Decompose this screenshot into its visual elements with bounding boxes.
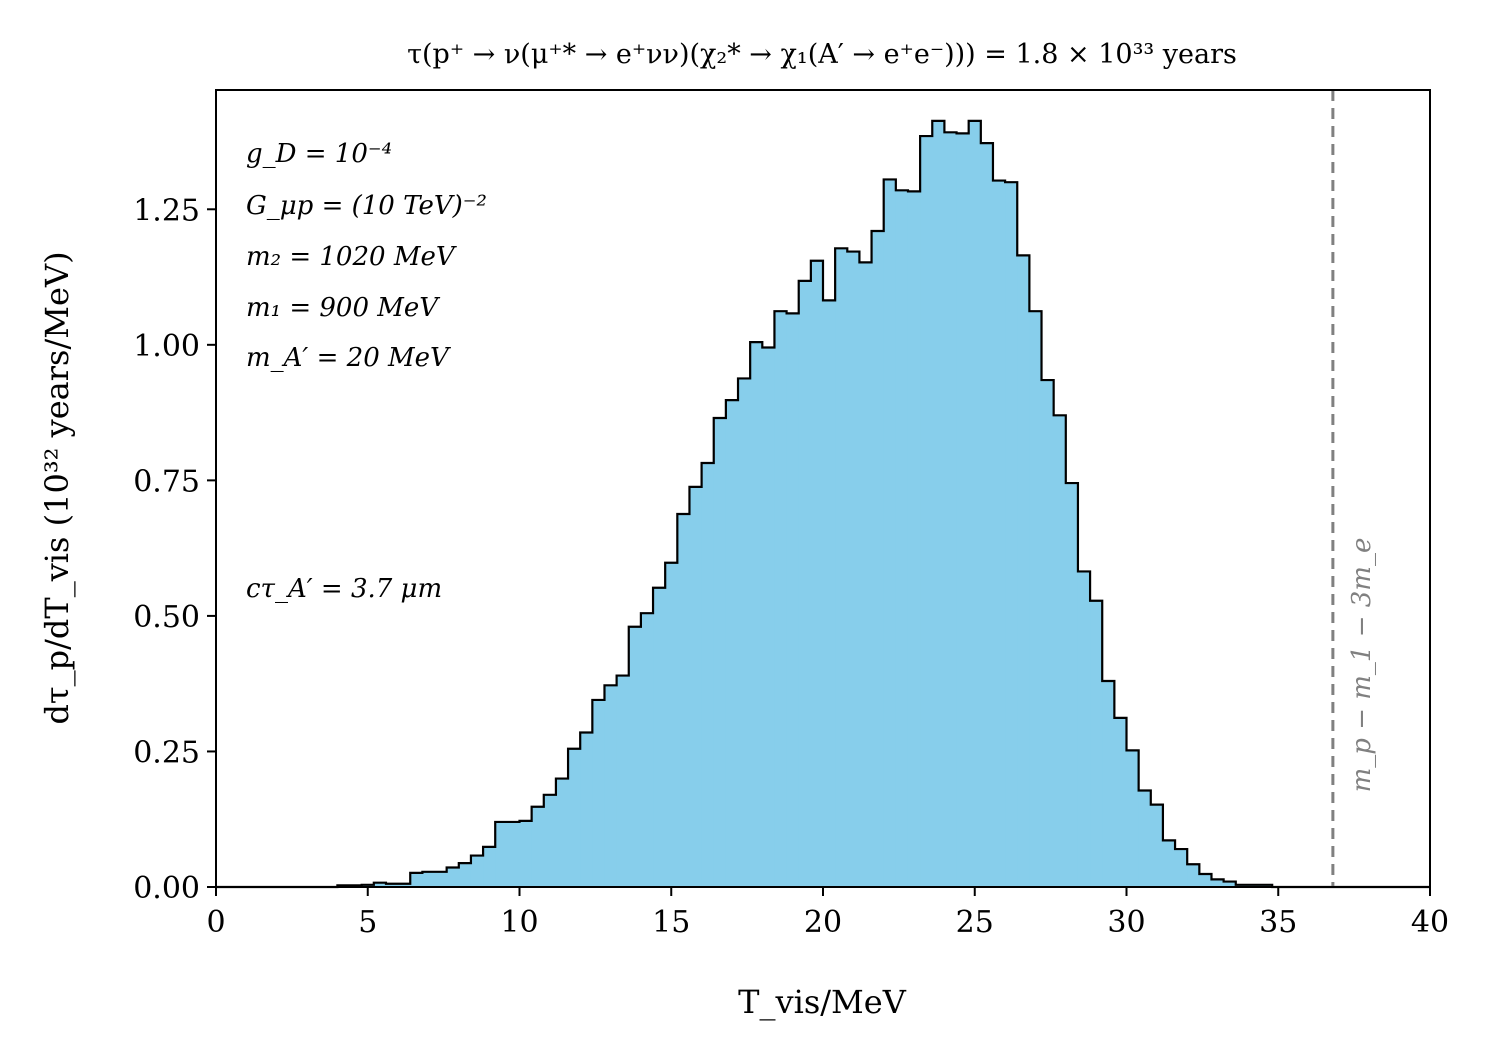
x-tick-label: 20 bbox=[804, 905, 842, 940]
y-tick-label: 1.25 bbox=[133, 193, 200, 228]
histogram-bar bbox=[435, 872, 448, 887]
y-axis-label: dτ_p/dT_vis (10³² years/MeV) bbox=[38, 251, 76, 724]
annotation-ma: m_A′ = 20 MeV bbox=[246, 343, 451, 373]
histogram-bar bbox=[1114, 718, 1127, 887]
histogram-bars bbox=[337, 121, 1272, 887]
histogram-bar bbox=[1042, 380, 1055, 887]
histogram-bar bbox=[580, 732, 593, 887]
x-tick-label: 0 bbox=[206, 905, 225, 940]
histogram-bar bbox=[726, 400, 739, 887]
histogram-bar bbox=[447, 867, 460, 887]
threshold-label: m_p − m_1 − 3m_e bbox=[1347, 538, 1377, 793]
x-tick-label: 25 bbox=[956, 905, 994, 940]
histogram-bar bbox=[629, 627, 642, 887]
histogram-bar bbox=[981, 143, 994, 887]
histogram-bar bbox=[957, 133, 970, 887]
histogram-bar bbox=[665, 563, 678, 887]
histogram-bar bbox=[823, 300, 836, 887]
histogram-bar bbox=[835, 248, 848, 887]
histogram-bar bbox=[944, 132, 957, 887]
annotation-gd: g_D = 10⁻⁴ bbox=[246, 139, 392, 169]
histogram-bar bbox=[1102, 681, 1115, 887]
histogram-bar bbox=[1163, 840, 1176, 887]
histogram-bar bbox=[762, 348, 775, 887]
y-axis-ticks: 0.00 0.25 0.50 0.75 1.00 1.25 bbox=[133, 193, 216, 906]
histogram-bar bbox=[738, 378, 751, 887]
x-axis-label: T_vis/MeV bbox=[738, 983, 907, 1021]
histogram-bar bbox=[532, 807, 545, 887]
annotation-ctau: cτ_A′ = 3.7 μm bbox=[246, 574, 442, 604]
x-tick-label: 30 bbox=[1107, 905, 1145, 940]
histogram-bar bbox=[872, 231, 885, 887]
x-axis-ticks: 0 5 10 15 20 25 30 35 40 bbox=[206, 887, 1449, 940]
histogram-bar bbox=[483, 847, 496, 887]
x-tick-label: 35 bbox=[1259, 905, 1297, 940]
histogram-bar bbox=[677, 514, 690, 887]
x-tick-label: 5 bbox=[358, 905, 377, 940]
histogram-bar bbox=[495, 822, 508, 887]
histogram-bar bbox=[896, 190, 909, 887]
histogram-bar bbox=[1127, 750, 1140, 887]
y-tick-label: 0.50 bbox=[133, 600, 200, 635]
histogram-bar bbox=[507, 822, 520, 887]
parameter-annotations: g_D = 10⁻⁴ G_μp = (10 TeV)⁻² m₂ = 1020 M… bbox=[246, 139, 487, 604]
chart-title: τ(p⁺ → ν(μ⁺* → e⁺νν)(χ₂* → χ₁(A′ → e⁺e⁻)… bbox=[407, 39, 1237, 70]
histogram-bar bbox=[617, 676, 630, 887]
histogram-bar bbox=[811, 261, 824, 887]
histogram-bar bbox=[471, 856, 484, 887]
histogram-bar bbox=[592, 700, 605, 887]
annotation-m1: m₁ = 900 MeV bbox=[246, 293, 440, 323]
histogram-bar bbox=[1005, 182, 1018, 887]
x-tick-label: 40 bbox=[1411, 905, 1449, 940]
histogram-bar bbox=[859, 262, 872, 887]
histogram-bar bbox=[750, 342, 763, 887]
histogram-bar bbox=[641, 613, 654, 887]
histogram-bar bbox=[544, 795, 557, 887]
histogram-bar bbox=[1066, 483, 1079, 887]
histogram-bar bbox=[653, 588, 666, 887]
histogram-bar bbox=[520, 821, 533, 887]
histogram-bar bbox=[1054, 415, 1067, 887]
histogram-bar bbox=[847, 252, 860, 887]
x-tick-label: 15 bbox=[652, 905, 690, 940]
histogram-bar bbox=[1017, 255, 1030, 887]
histogram-bar bbox=[714, 418, 727, 887]
histogram-bar bbox=[920, 136, 933, 887]
histogram-bar bbox=[908, 191, 921, 887]
y-tick-label: 0.75 bbox=[133, 464, 200, 499]
histogram-bar bbox=[787, 313, 800, 887]
histogram-bar bbox=[1029, 311, 1042, 887]
histogram-bar bbox=[1139, 790, 1152, 887]
histogram-bar bbox=[969, 121, 982, 887]
annotation-m2: m₂ = 1020 MeV bbox=[246, 242, 457, 272]
x-tick-label: 10 bbox=[500, 905, 538, 940]
histogram-bar bbox=[702, 463, 715, 887]
histogram-bar bbox=[1175, 849, 1188, 887]
y-tick-label: 1.00 bbox=[133, 329, 200, 364]
histogram-bar bbox=[1151, 805, 1164, 887]
histogram-bar bbox=[1199, 874, 1212, 887]
histogram-bar bbox=[993, 181, 1006, 887]
histogram-bar bbox=[1078, 571, 1091, 887]
histogram-bar bbox=[459, 863, 472, 887]
histogram-bar bbox=[556, 779, 569, 887]
histogram-bar bbox=[568, 749, 581, 887]
histogram-bar bbox=[410, 873, 423, 887]
histogram-bar bbox=[1187, 864, 1200, 887]
annotation-gmup: G_μp = (10 TeV)⁻² bbox=[246, 191, 487, 221]
histogram-bar bbox=[604, 685, 617, 887]
y-tick-label: 0.00 bbox=[133, 871, 200, 906]
histogram-bar bbox=[884, 179, 897, 887]
histogram-bar bbox=[689, 487, 702, 887]
histogram-bar bbox=[774, 311, 787, 887]
histogram-bar bbox=[1090, 601, 1103, 887]
histogram-bar bbox=[932, 121, 945, 887]
y-tick-label: 0.25 bbox=[133, 735, 200, 770]
histogram-bar bbox=[799, 281, 812, 887]
histogram-bar bbox=[1211, 879, 1224, 887]
histogram-bar bbox=[422, 872, 435, 887]
